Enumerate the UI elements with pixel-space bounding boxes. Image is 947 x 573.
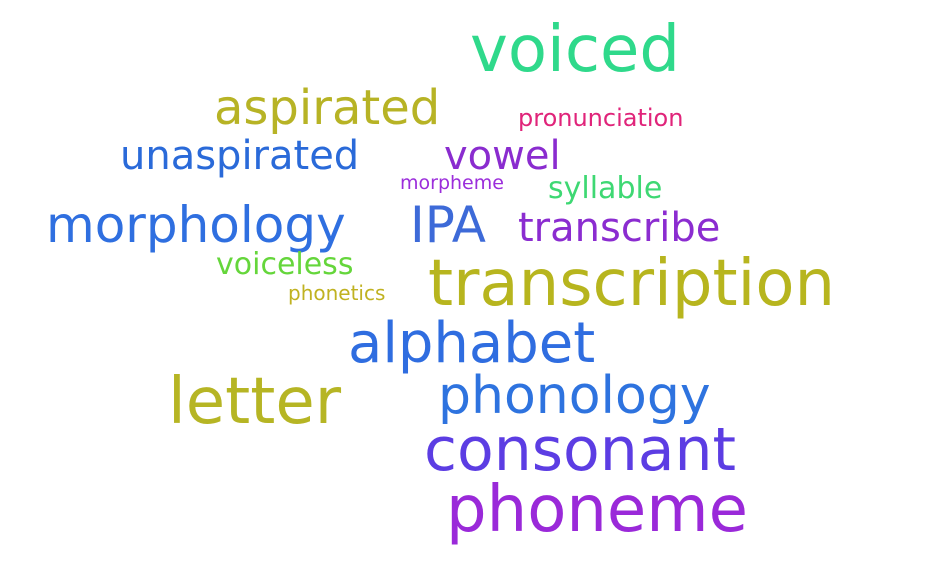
- word-morpheme: morpheme: [400, 172, 504, 194]
- word-vowel: vowel: [444, 133, 561, 179]
- word-unaspirated: unaspirated: [120, 133, 360, 179]
- word-phonology: phonology: [438, 366, 711, 426]
- word-morphology: morphology: [46, 196, 346, 254]
- word-voiceless: voiceless: [216, 247, 354, 282]
- word-phonetics: phonetics: [288, 281, 386, 305]
- word-alphabet: alphabet: [348, 311, 596, 376]
- word-pronunciation: pronunciation: [518, 104, 684, 132]
- word-consonant: consonant: [424, 415, 737, 485]
- word-syllable: syllable: [548, 171, 663, 206]
- word-aspirated: aspirated: [214, 80, 441, 136]
- word-transcribe: transcribe: [518, 205, 721, 251]
- word-ipa: IPA: [410, 196, 486, 254]
- word-letter: letter: [168, 365, 342, 439]
- word-voiced: voiced: [470, 13, 680, 87]
- word-transcription: transcription: [428, 247, 836, 321]
- word-phoneme: phoneme: [446, 473, 748, 547]
